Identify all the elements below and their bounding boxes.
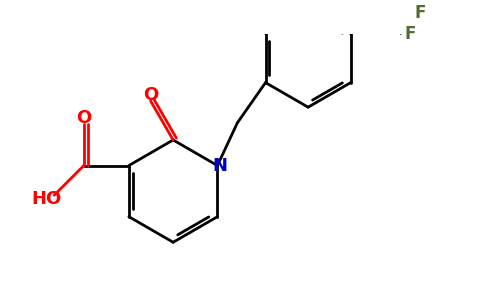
Text: O: O [76,109,91,127]
Text: O: O [143,86,158,104]
Text: N: N [212,157,227,175]
Text: F: F [414,4,426,22]
Text: HO: HO [31,190,61,208]
Text: F: F [405,25,416,43]
